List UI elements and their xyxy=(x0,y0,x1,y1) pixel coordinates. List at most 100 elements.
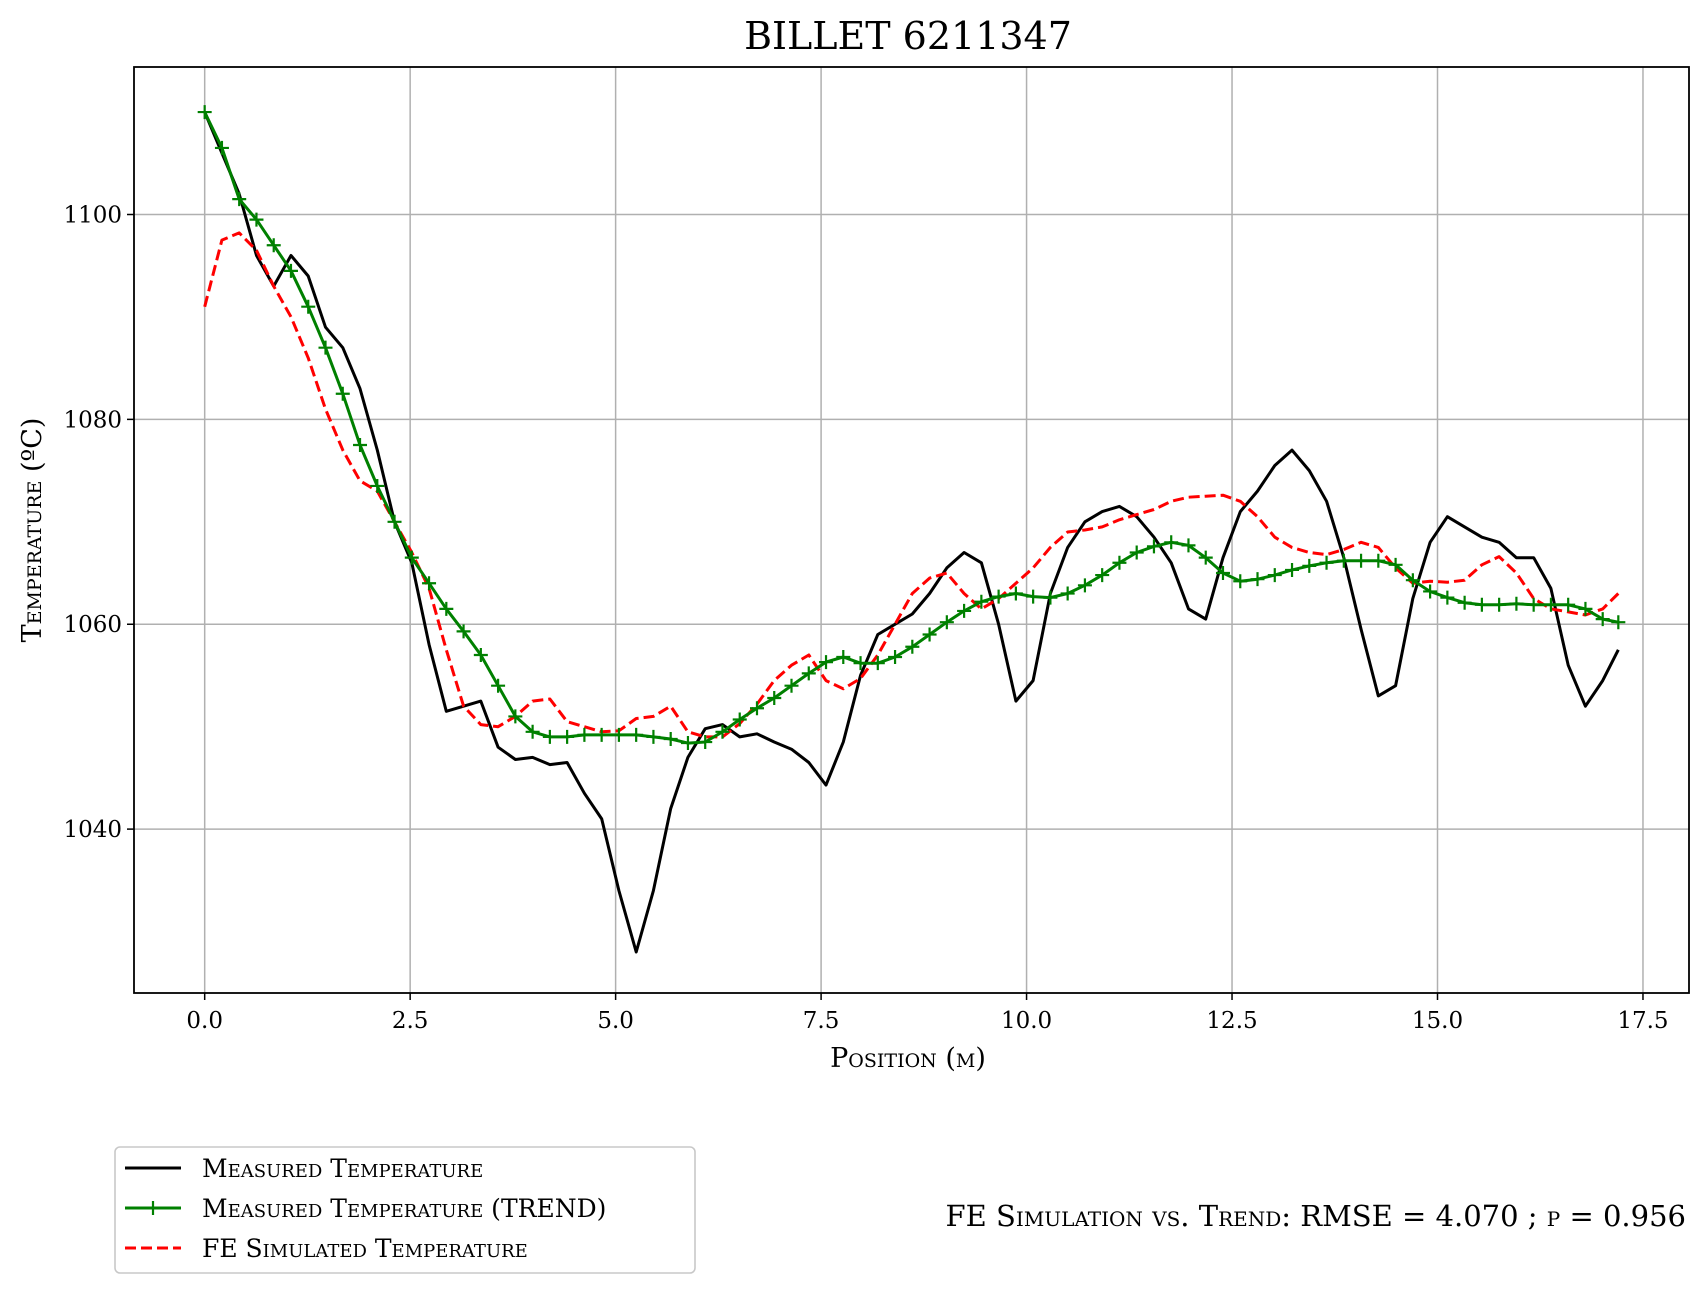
trend-point-marker xyxy=(784,678,799,693)
trend-point-marker xyxy=(1181,538,1196,553)
trend-point-marker xyxy=(749,701,764,716)
x-axis-label: Position (m) xyxy=(830,1043,986,1074)
trend-point-marker xyxy=(1164,535,1179,550)
trend-point-marker xyxy=(1578,601,1593,616)
trend-point-marker xyxy=(767,690,782,705)
plot-series xyxy=(197,105,1626,954)
trend-point-marker xyxy=(283,263,298,278)
trend-point-marker xyxy=(939,615,954,630)
trend-point-marker xyxy=(1302,558,1317,573)
plot-frame xyxy=(133,66,1690,994)
y-axis-label: Temperature (ºC) xyxy=(17,418,48,643)
trend-point-marker xyxy=(422,576,437,591)
trend-point-marker xyxy=(1008,586,1023,601)
legend-box xyxy=(114,1146,696,1274)
x-tick-label: 5.0 xyxy=(597,1008,634,1034)
trend-point-marker xyxy=(870,656,885,671)
trend-point-marker xyxy=(1371,553,1386,568)
trend-point-marker xyxy=(819,655,834,670)
trend-point-marker xyxy=(1561,597,1576,612)
chart-title: BILLET 6211347 xyxy=(744,14,1072,58)
trend-point-marker xyxy=(249,212,264,227)
trend-point-marker xyxy=(318,340,333,355)
x-tick-label: 17.5 xyxy=(1617,1008,1668,1034)
trend-point-marker xyxy=(1198,550,1213,565)
trend-point-marker xyxy=(957,603,972,618)
trend-point-marker xyxy=(197,105,212,120)
trend-point-marker xyxy=(1233,574,1248,589)
trend-point-marker xyxy=(1440,590,1455,605)
trend-point-marker xyxy=(560,729,575,744)
legend-swatch-trend-marker xyxy=(146,1201,160,1215)
trend-point-marker xyxy=(1319,555,1334,570)
legend: Measured Temperature Measured Temperatur… xyxy=(114,1146,696,1274)
trend-point-marker xyxy=(301,299,316,314)
trend-point-marker xyxy=(629,727,644,742)
trend-point-marker xyxy=(905,639,920,654)
series-markers-measured-temperature-trend xyxy=(197,105,1626,751)
x-tick-label: 10.0 xyxy=(1001,1008,1052,1034)
trend-point-marker xyxy=(1354,553,1369,568)
trend-point-marker xyxy=(1543,597,1558,612)
trend-point-marker xyxy=(1474,597,1489,612)
trend-point-marker xyxy=(1611,615,1626,630)
trend-point-marker xyxy=(1285,562,1300,577)
trend-point-marker xyxy=(1146,539,1161,554)
trend-point-marker xyxy=(508,709,523,724)
trend-point-marker xyxy=(1112,555,1127,570)
trend-point-marker xyxy=(1509,596,1524,611)
trend-point-marker xyxy=(266,238,281,253)
trend-point-marker xyxy=(1457,595,1472,610)
legend-label-trend: Measured Temperature (TREND) xyxy=(202,1194,606,1223)
y-tick-label: 1080 xyxy=(63,407,122,433)
trend-point-marker xyxy=(732,712,747,727)
trend-point-marker xyxy=(1423,584,1438,599)
trend-point-marker xyxy=(1026,589,1041,604)
trend-point-marker xyxy=(1077,578,1092,593)
trend-point-marker xyxy=(698,735,713,750)
x-tick-label: 15.0 xyxy=(1412,1008,1463,1034)
x-tick-label: 12.5 xyxy=(1206,1008,1257,1034)
trend-point-marker xyxy=(387,514,402,529)
trend-point-marker xyxy=(1250,572,1265,587)
trend-point-marker xyxy=(1595,612,1610,627)
trend-point-marker xyxy=(715,724,730,739)
trend-point-marker xyxy=(370,478,385,493)
trend-point-marker xyxy=(542,729,557,744)
trend-point-marker xyxy=(1388,557,1403,572)
trend-point-marker xyxy=(974,594,989,609)
trend-point-marker xyxy=(577,727,592,742)
trend-point-marker xyxy=(1043,590,1058,605)
trend-point-marker xyxy=(646,729,661,744)
trend-point-marker xyxy=(214,140,229,155)
rmse-annotation: FE Simulation vs. Trend: RMSE = 4.070 ; … xyxy=(946,1199,1686,1233)
trend-point-marker xyxy=(353,437,368,452)
trend-point-marker xyxy=(1492,597,1507,612)
y-axis-ticks: 1040 1060 1080 1100 xyxy=(63,203,134,843)
trend-point-marker xyxy=(439,601,454,616)
x-tick-label: 0.0 xyxy=(186,1008,223,1034)
trend-point-marker xyxy=(922,627,937,642)
trend-point-marker xyxy=(404,550,419,565)
trend-point-marker xyxy=(1060,586,1075,601)
trend-point-marker xyxy=(1215,566,1230,581)
trend-point-marker xyxy=(1405,573,1420,588)
trend-point-marker xyxy=(888,650,903,665)
trend-point-marker xyxy=(1095,568,1110,583)
legend-label-fe: FE Simulated Temperature xyxy=(202,1234,528,1263)
legend-label-measured: Measured Temperature xyxy=(202,1154,483,1183)
trend-point-marker xyxy=(680,736,695,751)
trend-point-marker xyxy=(991,589,1006,604)
trend-point-marker xyxy=(801,666,816,681)
trend-point-marker xyxy=(491,678,506,693)
trend-point-marker xyxy=(853,656,868,671)
trend-point-marker xyxy=(1526,597,1541,612)
y-tick-label: 1040 xyxy=(63,817,122,843)
trend-point-marker xyxy=(611,727,626,742)
trend-point-marker xyxy=(1129,545,1144,560)
x-axis-ticks: 0.0 2.5 5.0 7.5 10.0 12.5 15.0 17.5 xyxy=(186,993,1669,1034)
trend-point-marker xyxy=(525,724,540,739)
trend-point-marker xyxy=(1267,568,1282,583)
y-tick-label: 1060 xyxy=(63,612,122,638)
trend-point-marker xyxy=(836,650,851,665)
